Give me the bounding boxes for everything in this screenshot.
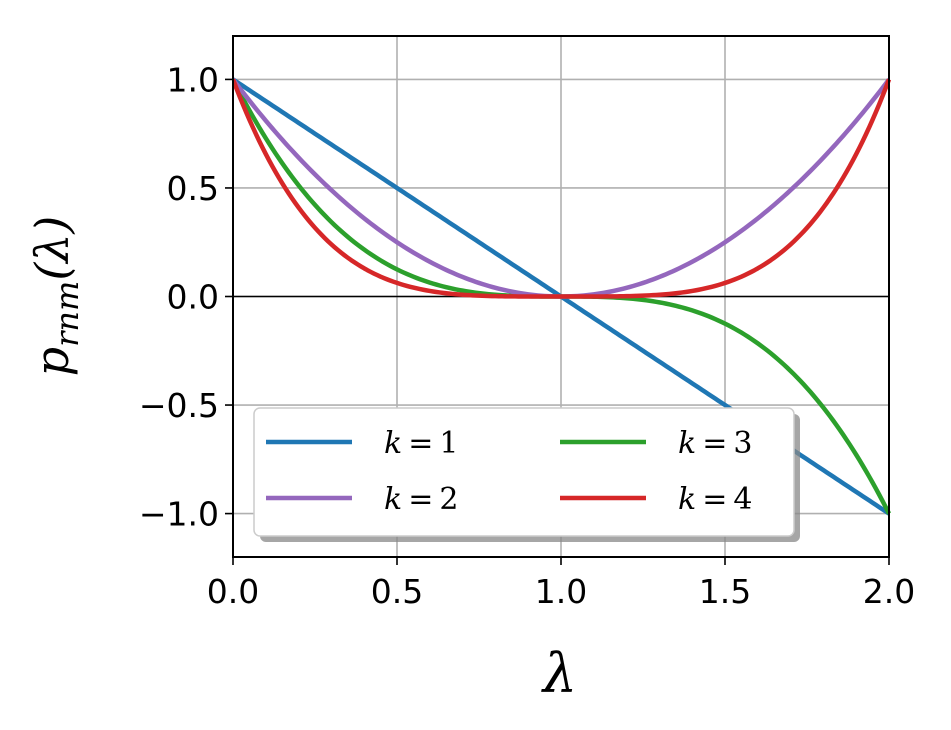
x-tick-label: 1.5 (699, 572, 751, 611)
y-tick-label: 0.0 (167, 278, 219, 317)
y-axis-title-suffix: (λ) (25, 216, 79, 281)
legend-box (253, 407, 795, 537)
y-axis-title: prnm(λ) (25, 216, 86, 377)
y-ticks: 1.0 0.5 0.0 −0.5 −1.0 (139, 60, 233, 534)
y-axis-title-base: p (25, 347, 79, 376)
y-tick-label: −0.5 (139, 386, 219, 425)
x-tick-label: 0.0 (207, 572, 259, 611)
series-line-k4 (233, 78, 892, 299)
legend: k = 1 k = 3 k = 2 k = 4 (253, 407, 800, 542)
y-tick-label: −1.0 (139, 495, 219, 534)
x-tick-label: 0.5 (371, 572, 423, 611)
legend-label-k1: k = 1 (384, 426, 458, 461)
x-ticks: 0.0 0.5 1.0 1.5 2.0 (207, 557, 915, 611)
legend-label-k4: k = 4 (678, 482, 752, 517)
y-tick-label: 0.5 (167, 169, 219, 208)
x-axis-title: λ (541, 642, 577, 705)
y-tick-label: 1.0 (167, 60, 219, 99)
legend-label-k2: k = 2 (384, 482, 458, 517)
x-tick-label: 1.0 (535, 572, 587, 611)
x-tick-label: 2.0 (863, 572, 915, 611)
y-axis-title-sub: rnm (48, 281, 86, 347)
legend-label-k3: k = 3 (678, 426, 752, 461)
